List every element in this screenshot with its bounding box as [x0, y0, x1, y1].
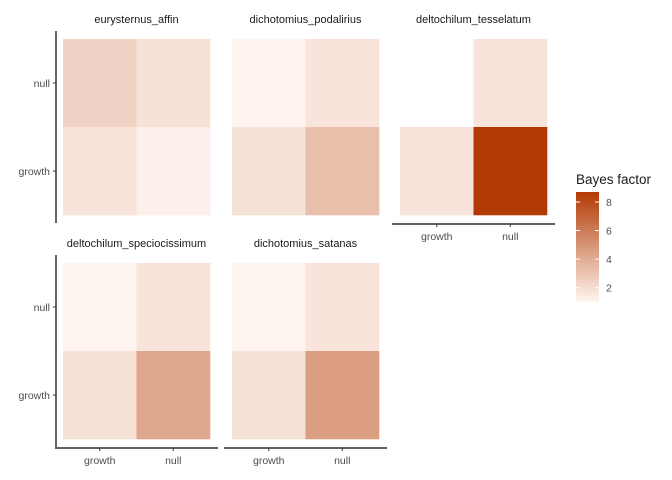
- heatmap-cell: [232, 39, 306, 128]
- heatmap-cell: [473, 39, 548, 128]
- x-tick-label: growth: [84, 455, 116, 467]
- heatmap-cell: [232, 263, 306, 352]
- heatmap-cell: [136, 351, 211, 440]
- panel-title: dichotomius_podalirius: [250, 14, 362, 26]
- heatmap-cell: [63, 127, 137, 216]
- legend: Bayes factor 2 4 6 8: [576, 172, 652, 302]
- panel-title: deltochilum_tesselatum: [416, 14, 531, 26]
- x-tick-label: null: [334, 455, 350, 467]
- heatmap-cell: [232, 351, 306, 440]
- heatmap-cell: [232, 127, 306, 216]
- heatmap-cell: [63, 351, 137, 440]
- legend-title: Bayes factor: [576, 172, 652, 187]
- legend-colorbar: [576, 192, 599, 302]
- panel-title: dichotomius_satanas: [254, 238, 358, 250]
- heatmap-cell: [63, 39, 137, 128]
- panel-dichotomius_podalirius: dichotomius_podalirius: [232, 14, 380, 216]
- heatmap-cell: [136, 263, 211, 352]
- heatmap-cell: [136, 39, 211, 128]
- x-tick-label: growth: [253, 455, 285, 467]
- legend-tick-label: 4: [606, 254, 612, 266]
- x-tick-label: null: [165, 455, 181, 467]
- panel-title: eurysternus_affin: [94, 14, 178, 26]
- x-tick-label: null: [502, 231, 518, 243]
- heatmap-cell: [63, 263, 137, 352]
- x-tick-label: growth: [421, 231, 453, 243]
- y-tick-label: growth: [18, 166, 50, 178]
- legend-tick-label: 6: [606, 226, 612, 238]
- heatmap-cell: [400, 127, 474, 216]
- legend-tick-label: 2: [606, 283, 612, 295]
- y-tick-label: null: [34, 302, 50, 314]
- heatmap-cell: [305, 127, 380, 216]
- heatmap-cell: [305, 263, 380, 352]
- legend-tick-label: 8: [606, 197, 612, 209]
- y-tick-label: null: [34, 78, 50, 90]
- heatmap-cell: [473, 127, 548, 216]
- heatmap-cell: [136, 127, 211, 216]
- heatmap-cell: [305, 351, 380, 440]
- heatmap-cell: [400, 39, 474, 128]
- heatmap-cell: [305, 39, 380, 128]
- y-tick-label: growth: [18, 390, 50, 402]
- panel-title: deltochilum_speciocissimum: [67, 238, 206, 250]
